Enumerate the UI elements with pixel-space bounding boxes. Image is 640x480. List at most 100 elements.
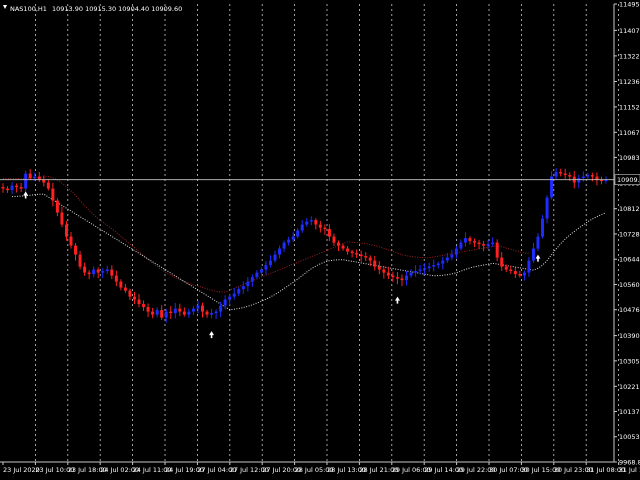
x-tick-label: 23 Jul 2020	[3, 466, 40, 474]
candle-body	[595, 176, 599, 180]
y-tick-label: 11495.00	[619, 1, 640, 9]
x-tick-label: 23 Jul 10:00	[35, 466, 74, 474]
candle-body	[536, 236, 540, 249]
y-tick-label: 11322.05	[619, 52, 640, 60]
candle-body	[60, 212, 64, 225]
candle-body	[427, 266, 431, 269]
current-price-box: 10909.60	[614, 174, 640, 185]
candle-body	[509, 269, 513, 272]
candle-body	[463, 238, 467, 243]
bull-trail-line	[12, 193, 607, 311]
candle-body	[155, 310, 159, 315]
candle-body	[296, 230, 300, 237]
candle-body	[24, 173, 28, 189]
candle-body	[377, 266, 381, 270]
candle-body	[182, 311, 186, 315]
candle-body	[414, 271, 418, 273]
candle-body	[250, 277, 254, 282]
candle-body	[459, 242, 463, 249]
x-tick-label: 28 Jul 21:00	[359, 466, 398, 474]
x-tick-label: 27 Jul 12:00	[230, 466, 269, 474]
candle-body	[473, 241, 477, 243]
candle-body	[205, 311, 209, 315]
candle-body	[450, 254, 454, 258]
candle-body	[395, 277, 399, 279]
y-tick-label: 11407.05	[619, 27, 640, 35]
candle-body	[527, 260, 531, 273]
candle-body	[486, 244, 490, 246]
candle-body	[477, 242, 481, 245]
y-tick-label: 10983.75	[619, 154, 640, 162]
x-tick-label: 31 Jul 16:00	[619, 466, 640, 474]
y-tick-label: 10137.15	[619, 408, 640, 416]
y-tick-label: 10812.90	[619, 205, 640, 213]
bear-trail-line	[2, 176, 529, 293]
candle-body	[137, 299, 141, 305]
candle-body	[114, 275, 118, 282]
y-tick-label: 11152.05	[619, 103, 640, 111]
candle-body	[78, 254, 82, 267]
candle-body	[10, 185, 14, 191]
x-tick-label: 30 Jul 07:00	[489, 466, 528, 474]
candle-body	[337, 242, 341, 246]
candle-body	[554, 172, 558, 177]
candle-body	[187, 311, 191, 315]
candle-body	[110, 269, 114, 276]
candle-body	[577, 178, 581, 183]
y-tick-label: 11067.40	[619, 129, 640, 137]
candle-body	[445, 257, 449, 261]
symbol-timeframe-label: NAS100,H1	[10, 5, 47, 13]
x-tick-label: 30 Jul 15:00	[521, 466, 560, 474]
candle-body	[291, 236, 295, 240]
candle-body	[341, 245, 345, 249]
candle-body	[454, 248, 458, 255]
candle-body	[69, 236, 73, 246]
candle-body	[409, 272, 413, 276]
x-tick-label: 29 Jul 22:00	[457, 466, 496, 474]
candle-body	[273, 254, 277, 261]
candle-body	[142, 304, 146, 308]
candle-body	[318, 224, 322, 228]
candle-body	[246, 281, 250, 287]
candle-body	[327, 229, 331, 237]
candle-body	[278, 248, 282, 255]
candle-body	[400, 278, 404, 281]
candle-body	[495, 242, 499, 258]
candle-body	[436, 263, 440, 266]
candle-body	[164, 311, 168, 318]
candle-body	[123, 287, 127, 291]
candle-body	[382, 269, 386, 273]
grid-lines	[35, 4, 619, 462]
candle-body	[355, 253, 359, 255]
candle-body	[241, 286, 245, 290]
axes	[0, 4, 615, 463]
x-tick-label: 27 Jul 20:00	[262, 466, 301, 474]
y-tick-label: 10390.05	[619, 332, 640, 340]
candle-body	[604, 179, 608, 182]
candle-body	[513, 271, 517, 275]
candle-body	[223, 299, 227, 306]
y-tick-label: 11236.80	[619, 78, 640, 86]
candle-body	[373, 260, 377, 267]
candle-body	[323, 227, 327, 230]
candle-body	[219, 305, 223, 312]
current-price-box-bg	[614, 174, 640, 185]
candle-body	[15, 185, 19, 188]
candle-body	[287, 239, 291, 243]
candle-body	[92, 269, 96, 275]
candle-body	[482, 244, 486, 246]
candle-body	[42, 179, 46, 183]
candle-body	[151, 311, 155, 315]
candle-body	[101, 271, 105, 273]
candle-body	[96, 269, 100, 273]
candle-body	[169, 311, 173, 314]
candle-body	[128, 290, 132, 297]
collapse-triangle-icon[interactable]	[3, 5, 7, 9]
candle-body	[541, 218, 545, 237]
candle-body	[37, 176, 41, 180]
candle-body	[391, 275, 395, 278]
candle-body	[33, 176, 37, 179]
candle-body	[522, 272, 526, 276]
